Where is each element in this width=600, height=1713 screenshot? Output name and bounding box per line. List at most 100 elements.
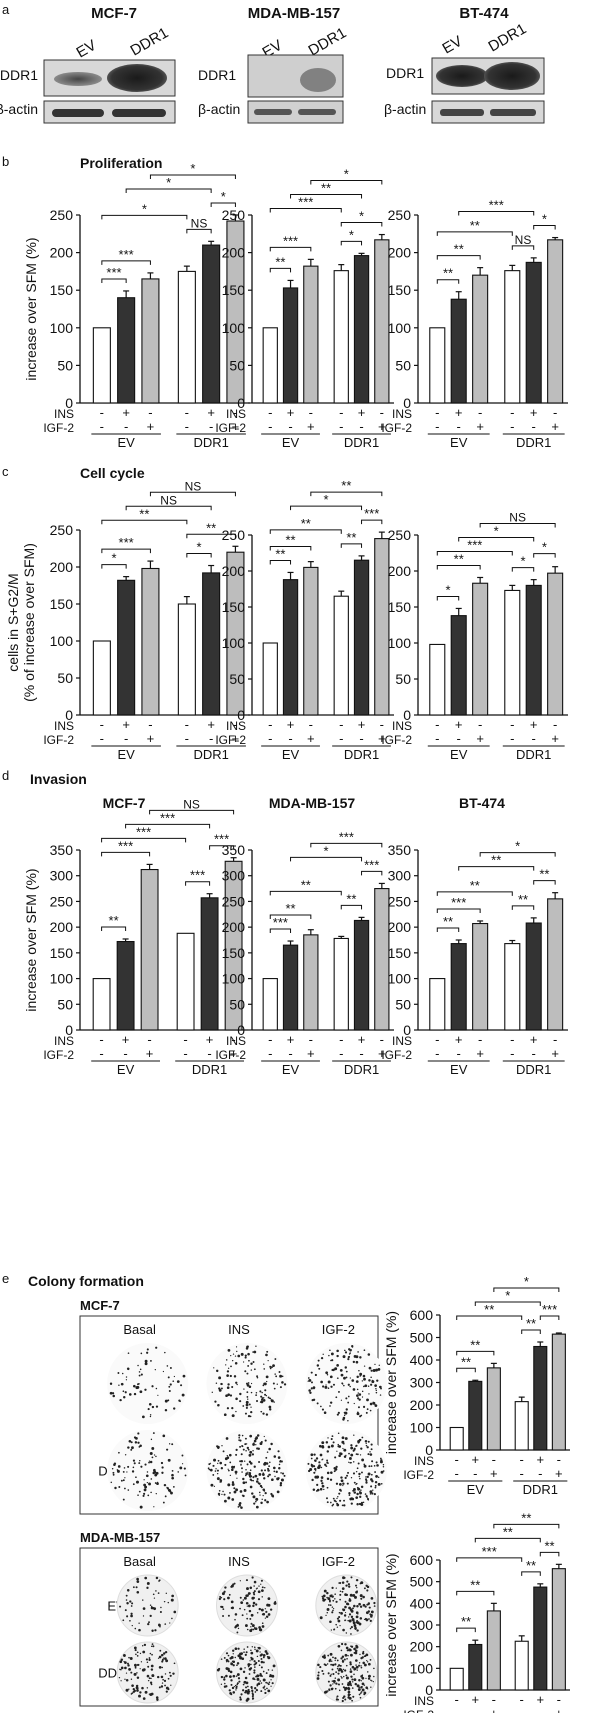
colony-dot [309, 1468, 313, 1472]
colony-dot [136, 1672, 138, 1674]
colony-dot [374, 1363, 376, 1366]
colony-dot [122, 1479, 125, 1482]
colony-dot [239, 1490, 242, 1493]
colony-dot [322, 1385, 325, 1388]
colony-dot [349, 1608, 353, 1612]
sig-label: ** [301, 877, 311, 892]
colony-dot [332, 1368, 335, 1372]
ins-sign: - [339, 1032, 343, 1047]
y-tick-label: 300 [410, 1375, 434, 1391]
colony-dot [321, 1595, 324, 1598]
colony-dot [344, 1349, 346, 1352]
colony-dot [255, 1688, 259, 1692]
colony-dot [323, 1655, 326, 1659]
colony-dot [331, 1687, 334, 1690]
colony-col-label: Basal [123, 1554, 156, 1569]
colony-dot [223, 1598, 226, 1601]
colony-dot [157, 1592, 160, 1594]
igf2-sign: - [339, 419, 343, 434]
ins-row-label: INS [54, 719, 74, 733]
colony-dot [161, 1682, 164, 1684]
colony-dot [267, 1603, 271, 1607]
colony-dot [338, 1492, 341, 1495]
colony-dot [134, 1441, 138, 1444]
colony-dot [258, 1683, 261, 1685]
igf2-sign: - [359, 1046, 363, 1061]
colony-dot [343, 1376, 346, 1380]
colony-dot [259, 1673, 263, 1677]
colony-dot [260, 1690, 263, 1693]
colony-dot [170, 1598, 174, 1602]
ins-sign: + [530, 405, 538, 420]
colony-dot [229, 1474, 232, 1477]
colony-dot [220, 1658, 223, 1660]
colony-dot [351, 1665, 355, 1669]
colony-dot [328, 1354, 330, 1357]
colony-dot [326, 1486, 329, 1489]
colony-dot [256, 1376, 259, 1379]
colony-dot [132, 1483, 135, 1486]
colony-dot [258, 1626, 261, 1629]
colony-dot [266, 1687, 268, 1690]
colony-dot [257, 1659, 260, 1662]
ins-sign: + [206, 1032, 214, 1047]
colony-dot [370, 1614, 373, 1617]
y-tick-label: 100 [50, 320, 74, 336]
chart-d1: 050100150200250300350*****************NS… [2, 768, 248, 1077]
colony-dot [255, 1588, 258, 1590]
colony-dot [135, 1686, 139, 1690]
colony-dot [353, 1651, 356, 1654]
colony-dot [279, 1482, 283, 1485]
colony-dot [367, 1610, 371, 1613]
colony-dot [334, 1657, 337, 1660]
colony-dot [362, 1603, 366, 1607]
colony-dot [349, 1497, 353, 1501]
colony-dot [253, 1593, 256, 1596]
colony-dot [266, 1350, 269, 1353]
colony-dot [360, 1374, 362, 1376]
colony-dot [125, 1679, 129, 1682]
bar-ev-ins [468, 1643, 483, 1691]
colony-dot [267, 1469, 270, 1472]
colony-dot [240, 1506, 243, 1509]
colony-dot [337, 1443, 339, 1446]
colony-dot [343, 1504, 346, 1507]
igf2-sign: + [551, 419, 559, 434]
colony-dot [332, 1609, 334, 1612]
sig-bracket [511, 567, 535, 572]
colony-dot [216, 1369, 219, 1373]
colony-dot [377, 1482, 381, 1486]
ins-sign: - [520, 1452, 524, 1467]
colony-dot [346, 1657, 348, 1660]
colony-dot [218, 1387, 221, 1390]
sig-label: * [520, 554, 525, 569]
colony-dot [360, 1597, 363, 1600]
igf2-sign: - [207, 1046, 211, 1061]
igf2-sign: - [268, 419, 272, 434]
colony-dot [360, 1691, 363, 1693]
colony-dot [130, 1678, 133, 1680]
colony-dot [138, 1490, 141, 1493]
chart-title: Proliferation [80, 155, 162, 171]
colony-dot [370, 1383, 373, 1386]
colony-dot [363, 1464, 367, 1468]
colony-dot [248, 1403, 251, 1406]
colony-dot [362, 1650, 365, 1653]
colony-dot [339, 1593, 342, 1596]
colony-dot [136, 1663, 139, 1666]
bar-ddr1-igf-2 [547, 572, 564, 716]
colony-dot [374, 1486, 377, 1489]
colony-dot [215, 1382, 218, 1384]
colony-dot [277, 1450, 280, 1453]
colony-dot [366, 1475, 369, 1479]
sig-label: * [494, 523, 499, 538]
colony-dot [212, 1464, 215, 1467]
colony-dot [347, 1693, 351, 1697]
colony-dot [343, 1384, 345, 1387]
colony-dot [266, 1467, 270, 1470]
colony-dot [260, 1682, 263, 1684]
colony-dot [239, 1580, 241, 1582]
sig-bracket [436, 279, 460, 284]
colony-dot [117, 1465, 120, 1468]
